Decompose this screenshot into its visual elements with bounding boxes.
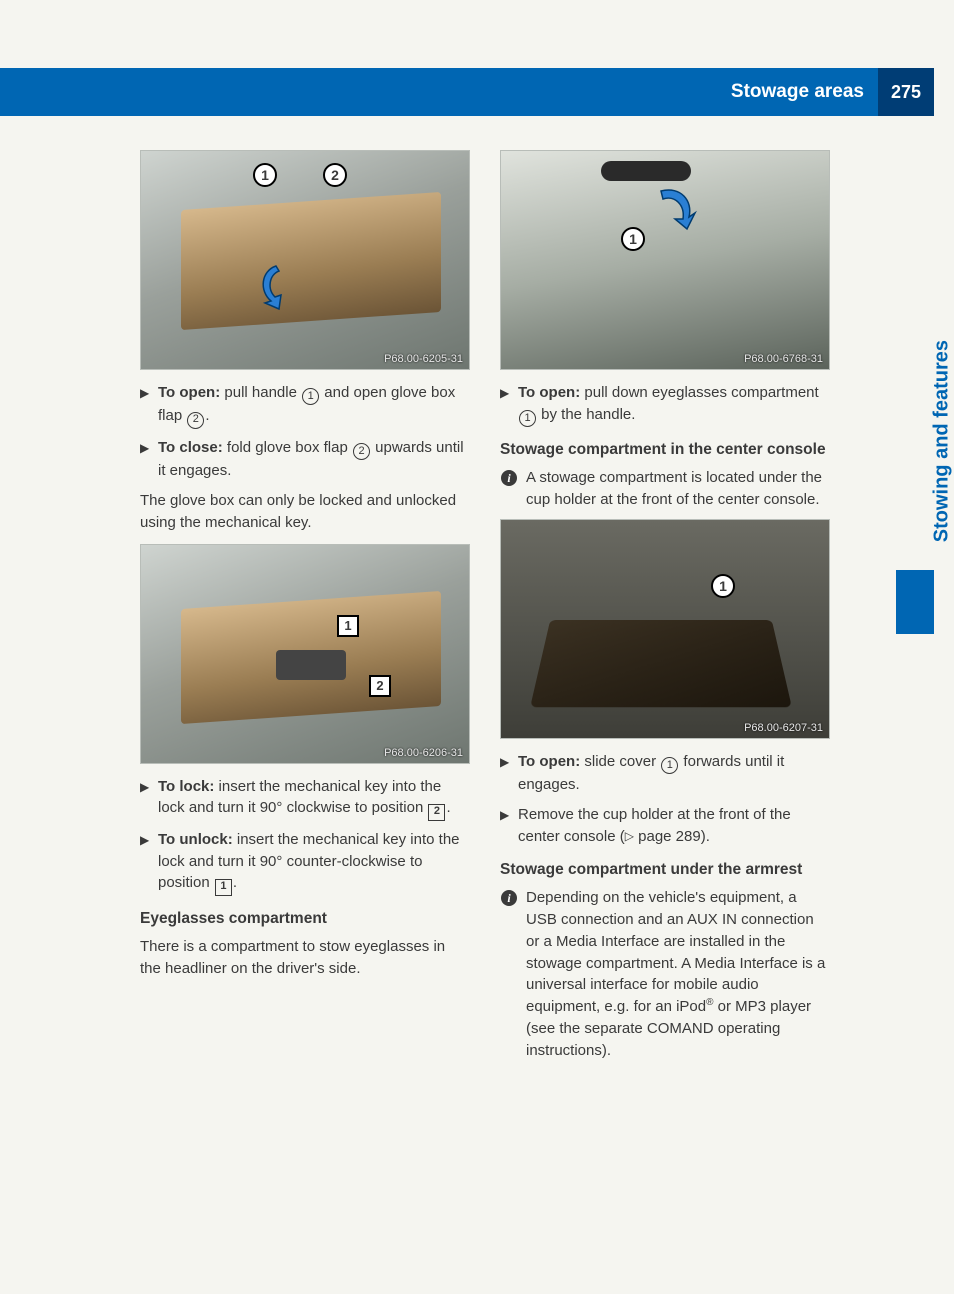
section-tab-label: Stowing and features [930,340,953,542]
figure-glovebox-open: 1 2 P68.00-6205-31 [140,150,470,370]
step-to-lock: ▶ To lock: insert the mechanical key int… [140,776,470,821]
info-icon: i [500,467,522,485]
subheading-eyeglasses: Eyeglasses compartment [140,910,470,928]
page-header: Stowage areas 275 [0,68,934,116]
right-column: 1 P68.00-6768-31 ▶ To open: pull down ey… [500,150,830,1069]
figure-eyeglass-comp: 1 P68.00-6768-31 [500,150,830,370]
paragraph: The glove box can only be locked and unl… [140,490,470,534]
subheading-center-console: Stowage compartment in the center consol… [500,441,830,459]
section-tab-block [896,570,934,634]
subheading-armrest: Stowage compartment under the armrest [500,861,830,879]
info-note-armrest: i Depending on the vehicle's equipment, … [500,887,830,1061]
figure-ref: P68.00-6205-31 [384,353,463,365]
arrow-icon [251,261,301,311]
callout-2: 2 [323,163,347,187]
step-to-open-console: ▶ To open: slide cover 1 forwards until … [500,751,830,796]
figure-glovebox-lock: 1 2 P68.00-6206-31 [140,544,470,764]
step-marker-icon: ▶ [500,382,518,427]
step-marker-icon: ▶ [500,751,518,796]
section-thumb-tab: Stowing and features [896,340,934,640]
step-marker-icon: ▶ [500,804,518,848]
step-marker-icon: ▶ [140,829,158,896]
step-marker-icon: ▶ [140,382,158,429]
arrow-icon [651,181,701,231]
callout-1: 1 [253,163,277,187]
left-column: 1 2 P68.00-6205-31 ▶ To open: pull handl… [140,150,470,1069]
figure-ref: P68.00-6207-31 [744,722,823,734]
step-to-unlock: ▶ To unlock: insert the mechanical key i… [140,829,470,896]
figure-ref: P68.00-6768-31 [744,353,823,365]
info-note: i A stowage compartment is located under… [500,467,830,511]
paragraph: There is a compartment to stow eyeglasse… [140,936,470,980]
info-icon: i [500,887,522,905]
page-ref-icon: ▷ [625,829,634,843]
step-remove-cupholder: ▶ Remove the cup holder at the front of … [500,804,830,848]
figure-ref: P68.00-6206-31 [384,747,463,759]
callout-1: 1 [621,227,645,251]
step-to-open: ▶ To open: pull handle 1 and open glove … [140,382,470,429]
header-title: Stowage areas [731,81,864,103]
step-to-open-eyeglass: ▶ To open: pull down eyeglasses compartm… [500,382,830,427]
page-body: 1 2 P68.00-6205-31 ▶ To open: pull handl… [140,150,830,1069]
page-number: 275 [878,68,934,116]
callout-1: 1 [711,574,735,598]
figure-center-console: 1 P68.00-6207-31 [500,519,830,739]
step-marker-icon: ▶ [140,437,158,482]
step-to-close: ▶ To close: fold glove box flap 2 upward… [140,437,470,482]
callout-sq-2: 2 [369,675,391,697]
step-marker-icon: ▶ [140,776,158,821]
callout-sq-1: 1 [337,615,359,637]
